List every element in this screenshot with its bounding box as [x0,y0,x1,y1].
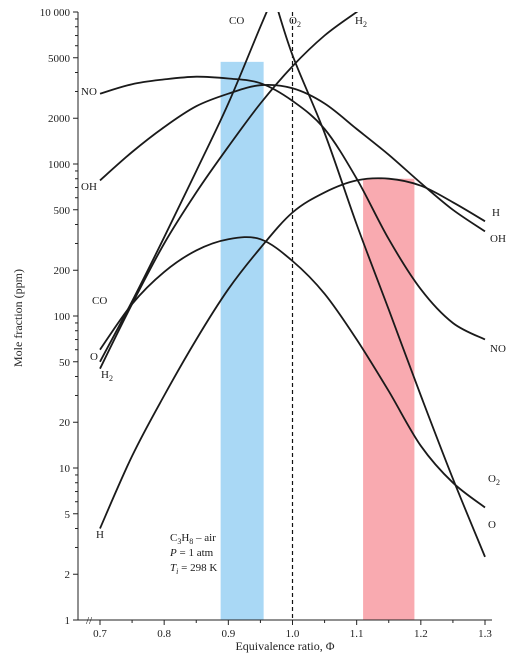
data-curves [99,12,486,558]
highlight-bands [220,61,415,620]
y-tick-label: 2 [65,569,71,581]
x-tick-label: 1.2 [414,628,428,640]
curve-h2 [99,12,359,370]
curve-label-h2-end: H2 [101,369,113,383]
temperature-label: Ti = 298 K [170,562,217,576]
lean-band [220,61,264,620]
curve-label-no-end: NO [490,343,506,355]
curve-co [99,12,268,363]
curve-label-o2-start: O2 [289,15,301,29]
y-tick-label: 5000 [48,53,71,65]
curve-h [99,177,486,529]
y-tick-label: 200 [54,265,71,277]
curve-o [99,236,486,509]
x-axis-title: Equivalence ratio, Φ [235,639,334,653]
x-tick-label: 1.1 [350,628,364,640]
x-tick-label: 1.3 [478,628,492,640]
y-axis-title: Mole fraction (ppm) [11,269,25,367]
pressure-label: P = 1 atm [169,547,214,559]
curve-o2 [277,12,486,558]
curve-label-oh-end: OH [490,233,506,245]
y-tick-label: 2000 [48,113,71,125]
y-tick-label: 10 000 [40,7,71,19]
curve-label-no-start: NO [81,86,97,98]
axes [77,12,492,621]
curve-label-o-start: O [90,351,98,363]
rich-band [363,178,415,620]
curve-label-h2-start: H2 [355,15,367,29]
x-tick-label: 0.9 [221,628,235,640]
x-tick-label: 0.7 [93,628,107,640]
y-tick-label: 5 [65,509,71,521]
y-tick-label: 500 [54,205,71,217]
y-ticks: 1 2 5 10 20 50 100 200 500 1000 2000 5000 10 000 [40,7,78,627]
x-ticks: 0.7 0.8 0.9 1.0 1.1 1.2 1.3 [93,620,492,640]
curve-label-co-start: CO [229,15,244,27]
y-tick-label: 1 [65,615,71,627]
curve-label-o2-end: O2 [488,473,500,487]
y-tick-label: 1000 [48,159,71,171]
curve-label-co-end: CO [92,295,107,307]
curve-label-o-end: O [488,519,496,531]
y-tick-label: 50 [59,357,71,369]
x-tick-label: 0.8 [157,628,171,640]
y-tick-label: 100 [54,311,71,323]
curve-label-h-end: H [492,207,500,219]
x-tick-label: 1.0 [286,628,300,640]
axis-break-symbol: // [86,615,93,627]
curve-oh [99,83,486,233]
mixture-label: C3H8 – air [170,532,216,546]
curve-label-h-start: H [96,529,104,541]
curve-label-oh-start: OH [81,181,97,193]
y-tick-label: 10 [59,463,71,475]
curve-no [99,75,486,341]
y-tick-label: 20 [59,417,71,429]
conditions-annotation: C3H8 – air P = 1 atm Ti = 298 K [169,532,217,576]
plot-frame-left-bottom [77,12,492,621]
